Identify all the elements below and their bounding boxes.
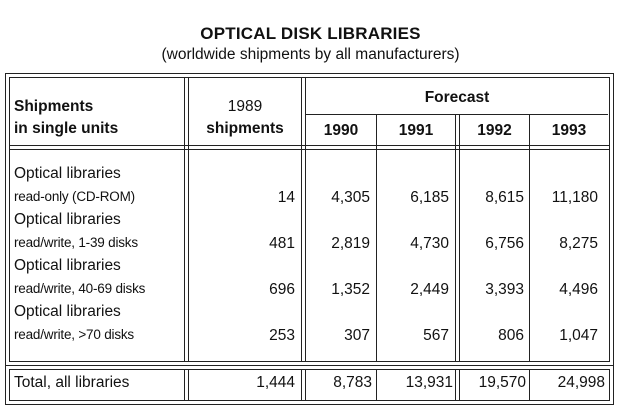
cell-value: 2,449	[410, 281, 449, 298]
row-label-line2: read/write, >70 disks	[14, 327, 134, 342]
cell-value: 1,047	[559, 327, 598, 344]
col-separator	[301, 77, 302, 361]
base-year-header-shipments: shipments	[206, 120, 284, 137]
col-separator	[459, 369, 460, 400]
cell-value: 567	[423, 327, 449, 344]
col-separator	[376, 115, 377, 361]
cell-value: 8,615	[485, 189, 524, 206]
row-label-line2: read/write, 40-69 disks	[14, 281, 146, 296]
cell-value: 2,819	[331, 235, 370, 252]
col-separator	[305, 369, 306, 400]
cell-value: 11,180	[551, 189, 598, 206]
cell-value: 4,496	[559, 281, 598, 298]
total-inner-border	[9, 369, 610, 401]
cell-value: 14	[277, 189, 295, 206]
cell-value: 253	[269, 327, 295, 344]
cell-value: 1,352	[331, 281, 370, 298]
cell-value: 481	[269, 235, 295, 252]
col-separator	[188, 77, 189, 361]
forecast-divider	[306, 114, 608, 115]
cell-value: 696	[269, 281, 295, 298]
row-label-line2: read-only (CD-ROM)	[14, 189, 135, 204]
row-label-line1: Optical libraries	[14, 303, 121, 320]
forecast-header: Forecast	[424, 89, 490, 106]
total-value: 13,931	[405, 374, 453, 391]
cell-value: 307	[344, 327, 370, 344]
base-year-header: 1989	[227, 98, 263, 115]
cell-value: 4,730	[410, 235, 449, 252]
year-header: 1993	[551, 122, 587, 139]
table-inner-border	[9, 77, 610, 362]
row-label-line1: Optical libraries	[14, 257, 121, 274]
year-header: 1990	[323, 122, 359, 139]
col-separator	[459, 115, 460, 361]
total-value: 8,783	[333, 374, 372, 391]
row-label-header-line2: in single units	[14, 120, 119, 137]
col-separator	[301, 369, 302, 400]
col-separator	[455, 115, 456, 361]
year-header: 1991	[398, 122, 434, 139]
col-separator	[184, 369, 185, 400]
header-divider	[9, 145, 609, 146]
col-separator	[376, 369, 377, 400]
cell-value: 6,185	[410, 189, 449, 206]
total-value: 24,998	[557, 374, 605, 391]
total-value: 19,570	[478, 374, 526, 391]
table-title: OPTICAL DISK LIBRARIES	[200, 24, 421, 43]
cell-value: 3,393	[485, 281, 524, 298]
col-separator	[188, 369, 189, 400]
total-label: Total, all libraries	[14, 374, 130, 391]
year-header: 1992	[477, 122, 512, 139]
col-separator	[455, 369, 456, 400]
header-divider	[9, 149, 609, 150]
total-outer-border	[5, 365, 614, 405]
col-separator	[529, 115, 530, 361]
cell-value: 4,305	[331, 189, 370, 206]
row-label-header-line1: Shipments	[14, 98, 94, 115]
cell-value: 806	[498, 327, 524, 344]
cell-value: 6,756	[485, 235, 524, 252]
cell-value: 8,275	[559, 235, 598, 252]
total-value: 1,444	[256, 374, 295, 391]
col-separator	[529, 369, 530, 400]
col-separator	[184, 77, 185, 361]
row-label-line1: Optical libraries	[14, 211, 121, 228]
row-label-line1: Optical libraries	[14, 165, 121, 182]
row-label-line2: read/write, 1-39 disks	[14, 235, 138, 250]
col-separator	[305, 77, 306, 361]
table-subtitle: (worldwide shipments by all manufacturer…	[161, 46, 460, 63]
